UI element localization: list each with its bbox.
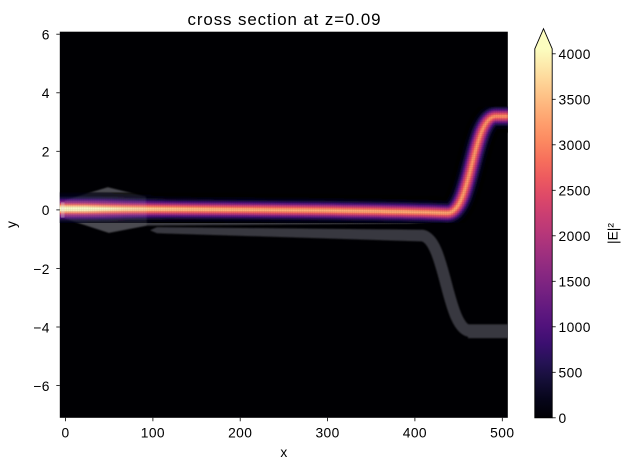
svg-text:y: y bbox=[4, 221, 19, 228]
svg-text:−6: −6 bbox=[33, 379, 50, 394]
svg-text:400: 400 bbox=[403, 425, 427, 440]
svg-text:0: 0 bbox=[61, 425, 69, 440]
svg-text:0: 0 bbox=[42, 203, 50, 218]
svg-text:3500: 3500 bbox=[559, 93, 591, 108]
svg-text:4: 4 bbox=[42, 86, 50, 101]
svg-text:−4: −4 bbox=[33, 320, 50, 335]
svg-text:cross section at z=0.09: cross section at z=0.09 bbox=[188, 10, 382, 29]
svg-text:1500: 1500 bbox=[559, 275, 591, 290]
svg-text:|E|²: |E|² bbox=[606, 223, 621, 244]
svg-text:300: 300 bbox=[315, 425, 339, 440]
svg-text:4000: 4000 bbox=[559, 47, 591, 62]
svg-text:0: 0 bbox=[559, 411, 567, 426]
svg-text:x: x bbox=[280, 445, 287, 460]
svg-text:2000: 2000 bbox=[559, 229, 591, 244]
svg-text:500: 500 bbox=[559, 366, 583, 381]
svg-text:500: 500 bbox=[490, 425, 514, 440]
svg-text:6: 6 bbox=[42, 28, 50, 43]
svg-text:200: 200 bbox=[228, 425, 252, 440]
svg-text:100: 100 bbox=[141, 425, 165, 440]
svg-text:2: 2 bbox=[42, 145, 50, 160]
svg-text:1000: 1000 bbox=[559, 320, 591, 335]
svg-text:2500: 2500 bbox=[559, 184, 591, 199]
svg-text:3000: 3000 bbox=[559, 138, 591, 153]
svg-text:−2: −2 bbox=[33, 262, 50, 277]
